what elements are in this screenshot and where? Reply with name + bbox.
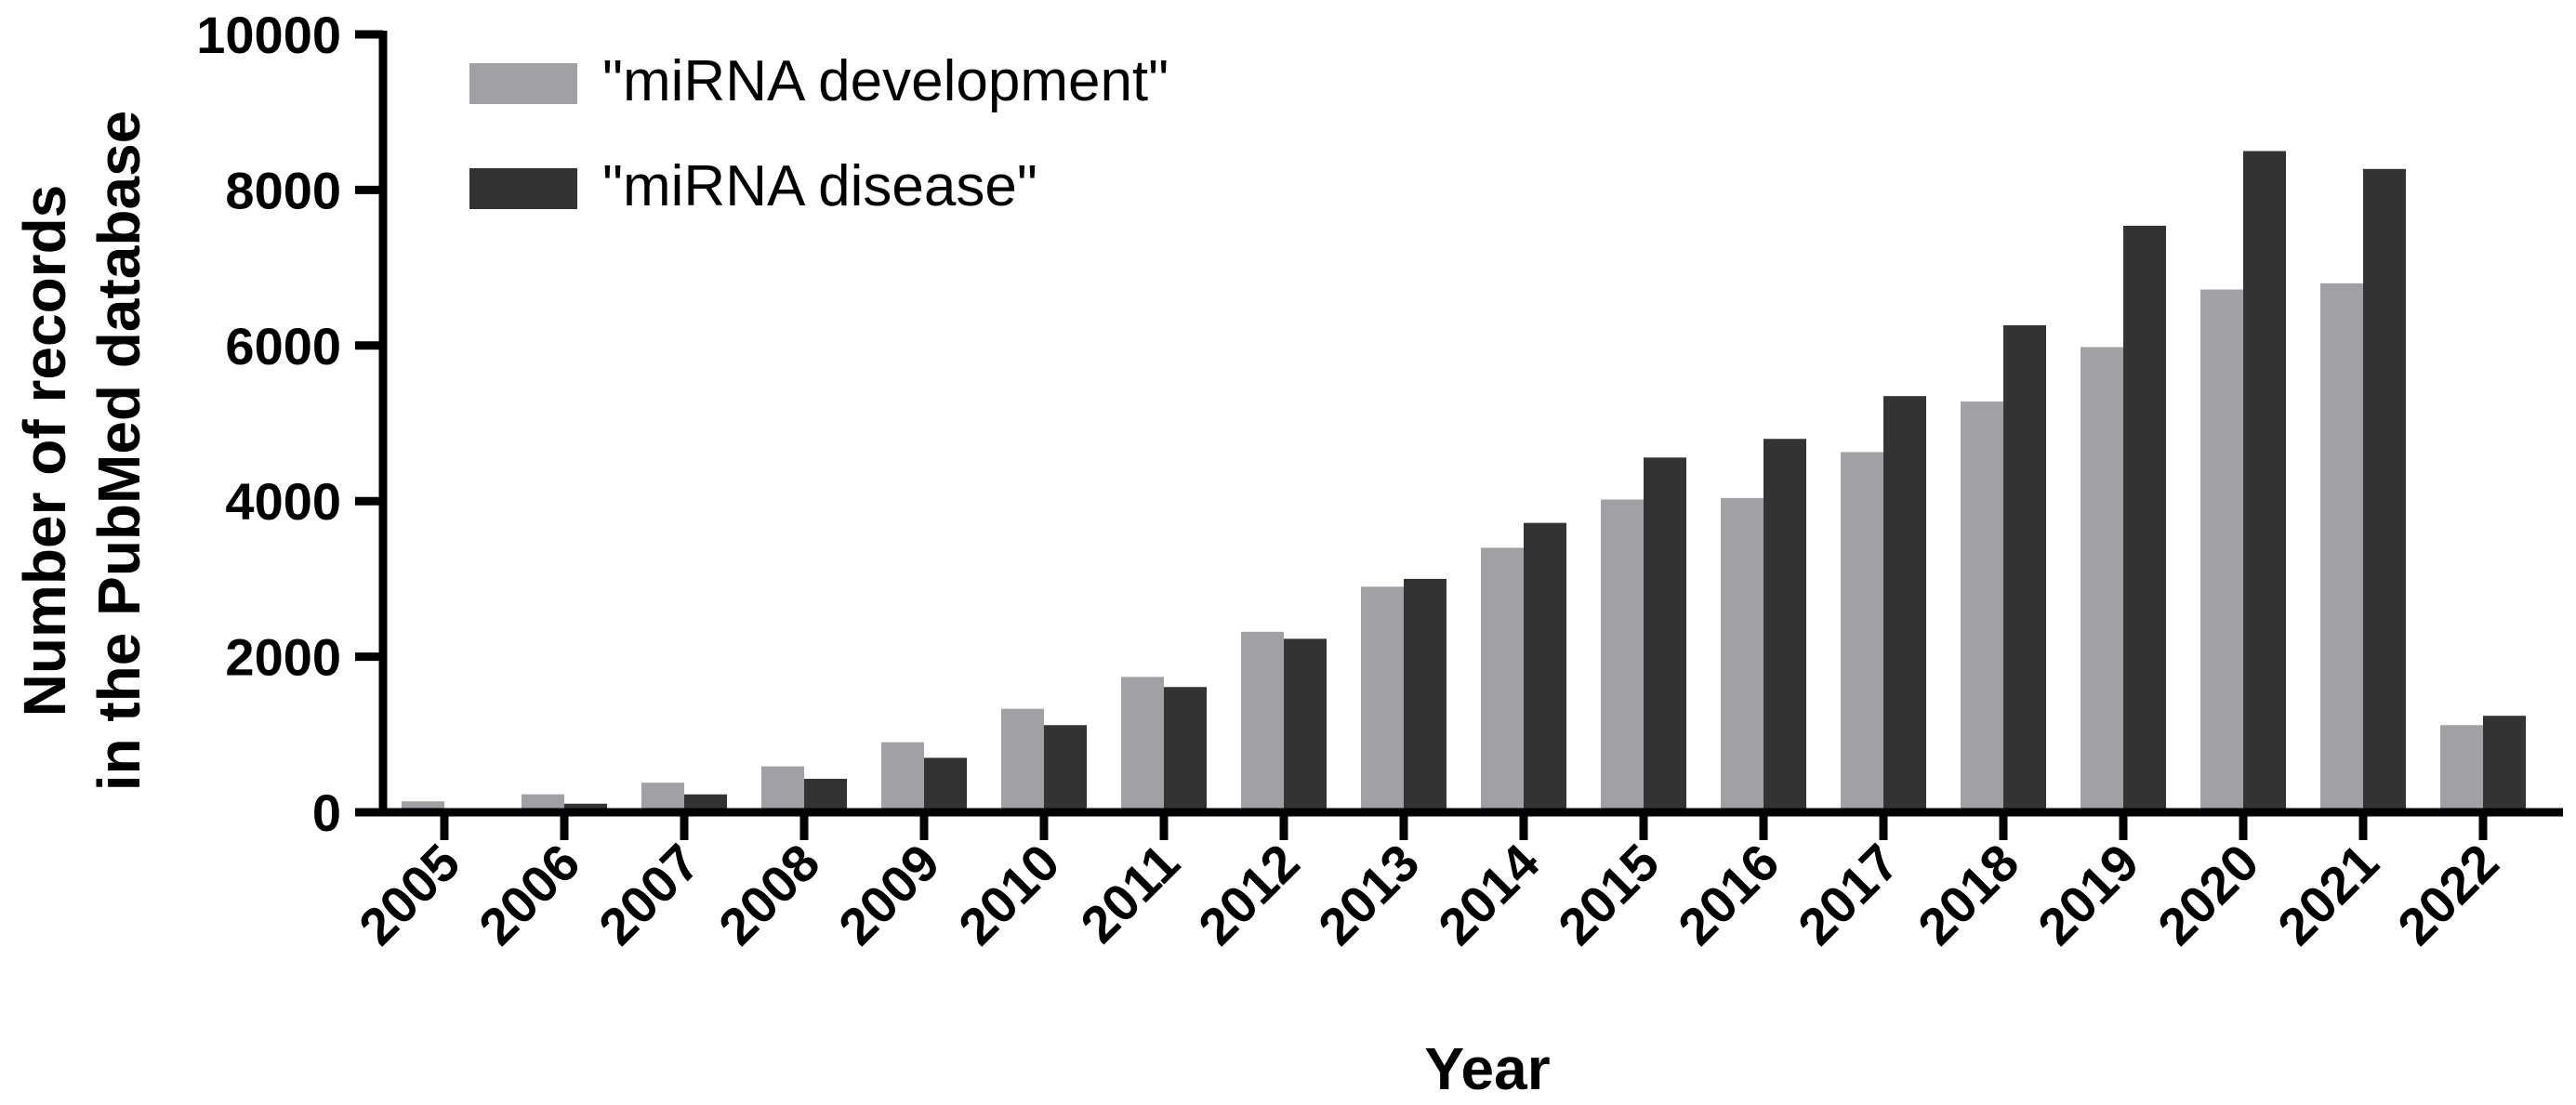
bars-group: [402, 151, 2526, 813]
x-tick-label: 2020: [2147, 833, 2270, 956]
bar-development-2015: [1601, 499, 1644, 812]
bar-development-2022: [2440, 725, 2483, 812]
bar-disease-2015: [1644, 457, 1686, 812]
legend-label-disease: "miRNA disease": [602, 154, 1037, 218]
bar-disease-2012: [1284, 638, 1327, 812]
bar-disease-2008: [804, 779, 847, 812]
bar-development-2018: [1961, 401, 2003, 812]
bar-disease-2010: [1044, 725, 1087, 812]
bar-disease-2018: [2003, 325, 2046, 813]
x-tick-label: 2022: [2386, 833, 2510, 956]
x-tick-label: 2007: [588, 833, 711, 956]
bar-disease-2011: [1164, 687, 1207, 812]
x-tick-label: 2016: [1667, 833, 1790, 956]
x-axis-title: Year: [1424, 1035, 1550, 1102]
x-tick-label: 2013: [1307, 833, 1431, 956]
x-tick-label: 2012: [1187, 833, 1311, 956]
x-ticks-group: 2005200620072008200920102011201220132014…: [348, 812, 2510, 956]
bar-development-2012: [1241, 631, 1284, 812]
bar-development-2007: [641, 783, 684, 812]
x-tick-label: 2018: [1907, 833, 2030, 956]
x-tick-label: 2010: [947, 833, 1071, 956]
y-tick-label: 2000: [225, 628, 341, 687]
legend-label-development: "miRNA development": [602, 49, 1169, 113]
bar-disease-2021: [2363, 168, 2406, 812]
x-tick-label: 2008: [707, 833, 831, 956]
bar-disease-2007: [684, 794, 727, 812]
x-tick-label: 2009: [827, 833, 951, 956]
legend-swatch-disease: [469, 168, 577, 209]
y-tick-label: 0: [312, 783, 341, 842]
y-axis-title-line2: in the PubMed database: [86, 111, 152, 792]
x-tick-label: 2019: [2027, 833, 2150, 956]
bar-development-2020: [2200, 289, 2243, 812]
bar-disease-2013: [1404, 578, 1447, 812]
bar-development-2013: [1361, 586, 1404, 812]
x-tick-label: 2017: [1787, 833, 1910, 956]
bar-development-2016: [1721, 497, 1764, 812]
bar-development-2011: [1121, 677, 1164, 812]
x-tick-label: 2014: [1427, 833, 1551, 956]
bar-development-2006: [522, 794, 564, 812]
x-tick-label: 2021: [2266, 833, 2390, 956]
bar-disease-2022: [2483, 716, 2526, 812]
bar-development-2021: [2320, 283, 2363, 813]
x-tick-label: 2006: [468, 833, 591, 956]
bar-disease-2017: [1883, 396, 1926, 812]
y-tick-label: 8000: [225, 161, 341, 219]
y-tick-label: 4000: [225, 472, 341, 531]
bar-disease-2006: [564, 803, 607, 812]
bar-disease-2016: [1764, 439, 1806, 812]
bar-disease-2014: [1524, 522, 1566, 812]
bar-development-2010: [1001, 708, 1044, 812]
bar-development-2014: [1481, 547, 1524, 812]
y-tick-label: 6000: [225, 317, 341, 375]
bar-disease-2019: [2123, 225, 2166, 813]
bar-development-2005: [402, 801, 444, 812]
bar-disease-2009: [924, 757, 967, 812]
x-tick-label: 2005: [348, 833, 471, 956]
legend-swatch-development: [469, 63, 577, 104]
bar-development-2017: [1841, 452, 1883, 812]
bar-development-2019: [2081, 347, 2123, 812]
bar-disease-2020: [2243, 151, 2286, 813]
y-tick-label: 10000: [196, 6, 341, 64]
bar-development-2008: [761, 766, 804, 812]
axes-group: [378, 31, 2563, 817]
legend: "miRNA development" "miRNA disease": [469, 49, 1169, 218]
y-axis-title-line1: Number of records: [11, 185, 78, 717]
x-tick-label: 2011: [1069, 833, 1190, 954]
bar-development-2009: [881, 742, 924, 812]
y-ticks-group: 0 2000 4000 6000 8000 10000: [196, 6, 383, 842]
x-tick-label: 2015: [1547, 833, 1671, 956]
